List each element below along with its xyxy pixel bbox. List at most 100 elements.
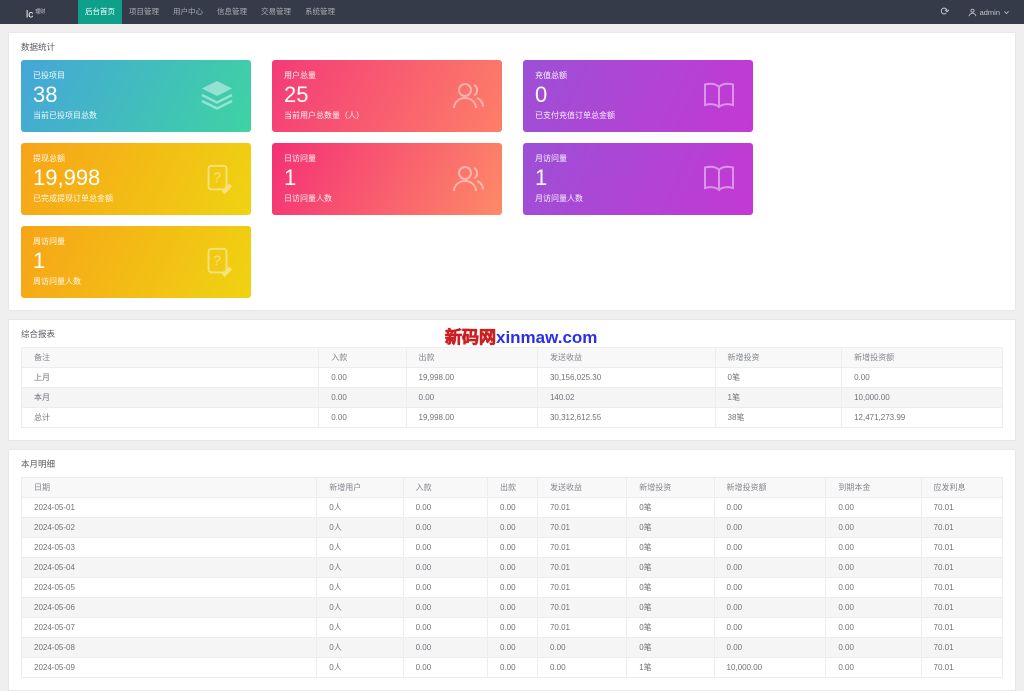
table-cell: 0人 xyxy=(316,557,404,578)
table-cell: 0.00 xyxy=(713,557,827,578)
table-cell: 0人 xyxy=(316,637,404,658)
table-cell: 1笔 xyxy=(626,657,715,678)
table-cell: 70.01 xyxy=(920,617,1004,638)
user-icon xyxy=(968,8,977,17)
table-cell: 0笔 xyxy=(626,597,715,618)
layers-icon xyxy=(199,78,235,114)
stat-card: 提现总额 19,998 已完成提现订单总金额? xyxy=(21,143,251,215)
card-subtitle: 当前用户总数量（人） xyxy=(284,111,364,120)
app-logo-sup: 理财 xyxy=(35,9,46,15)
column-header: 发送收益 xyxy=(536,347,716,368)
watermark-cn: 新码网 xyxy=(445,328,497,348)
table-cell: 0.00 xyxy=(713,637,827,658)
card-title: 月访问量 xyxy=(535,154,567,163)
table-cell: 12,471,273.99 xyxy=(841,407,1003,428)
table-cell: 0笔 xyxy=(626,637,715,658)
username-label: admin xyxy=(979,7,1000,17)
nav-item[interactable]: 用户中心 xyxy=(173,7,203,16)
card-title: 日访问量 xyxy=(284,154,316,163)
table-cell: 0人 xyxy=(316,497,404,518)
nav-item[interactable]: 信息管理 xyxy=(217,7,247,16)
table-cell: 0人 xyxy=(316,657,404,678)
refresh-icon[interactable]: ⟳ xyxy=(940,5,950,18)
table-row: 2024-05-05 0人 0.00 0.00 70.01 0笔 0.00 0.00 70.01 xyxy=(20,577,1004,598)
table-row: 2024-05-06 0人 0.00 0.00 70.01 0笔 0.00 0.00 70.01 xyxy=(20,597,1004,618)
stat-card: 用户总量 25 当前用户总数量（人） xyxy=(272,60,502,132)
nav-item[interactable]: 后台首页 xyxy=(78,0,122,24)
stats-panel: 数据统计 已投项目 38 当前已投项目总数 用户总量 25 当前用户总数量（人） 充值总额 0… xyxy=(8,32,1016,311)
table-cell: 0.00 xyxy=(713,517,827,538)
table-cell: 0.00 xyxy=(402,657,488,678)
stat-card: 充值总额 0 已支付充值订单总金额 xyxy=(523,60,753,132)
table-cell: 0.00 xyxy=(402,617,488,638)
table-cell: 2024-05-01 xyxy=(20,497,318,518)
stat-card: 月访问量 1 月访问量人数 xyxy=(523,143,753,215)
card-title: 已投项目 xyxy=(33,71,65,80)
table-cell: 0.00 xyxy=(713,497,827,518)
card-title: 提现总额 xyxy=(33,154,65,163)
table-row: 2024-05-07 0人 0.00 0.00 70.01 0笔 0.00 0.00 70.01 xyxy=(20,617,1004,638)
table-cell: 0笔 xyxy=(626,537,715,558)
table-cell: 0.00 xyxy=(318,407,407,428)
table-cell: 0.00 xyxy=(402,517,488,538)
doc-question-icon: ? xyxy=(201,245,235,279)
table-cell: 0.00 xyxy=(825,657,922,678)
table-cell: 0.00 xyxy=(402,577,488,598)
table-cell: 0.00 xyxy=(825,577,922,598)
watermark-en: xinmaw.com xyxy=(496,328,598,347)
table-cell: 2024-05-05 xyxy=(20,577,318,598)
table-cell: 0.00 xyxy=(402,497,488,518)
table-cell: 19,998.00 xyxy=(405,367,538,388)
table-cell: 1笔 xyxy=(714,387,843,408)
card-subtitle: 当前已投项目总数 xyxy=(33,111,97,120)
table-cell: 70.01 xyxy=(920,497,1004,518)
card-value: 1 xyxy=(284,165,297,190)
table-cell: 0.00 xyxy=(825,497,922,518)
table-cell: 70.01 xyxy=(920,637,1004,658)
table-cell: 0.00 xyxy=(825,517,922,538)
user-menu[interactable]: admin xyxy=(968,8,1010,17)
table-row: 2024-05-01 0人 0.00 0.00 70.01 0笔 0.00 0.00 70.01 xyxy=(20,497,1004,518)
table-cell: 0.00 xyxy=(536,637,628,658)
table-cell: 19,998.00 xyxy=(405,407,538,428)
nav-item[interactable]: 交易管理 xyxy=(261,7,291,16)
table-cell: 0.00 xyxy=(402,597,488,618)
table-cell: 0.00 xyxy=(825,597,922,618)
table-cell: 0.00 xyxy=(825,617,922,638)
column-header: 新增投资 xyxy=(714,347,843,368)
card-title: 充值总额 xyxy=(535,71,567,80)
table-cell: 0笔 xyxy=(626,617,715,638)
nav-item[interactable]: 系统管理 xyxy=(305,7,335,16)
table-cell: 70.01 xyxy=(536,577,628,598)
table-row: 2024-05-03 0人 0.00 0.00 70.01 0笔 0.00 0.00 70.01 xyxy=(20,537,1004,558)
table-cell: 2024-05-09 xyxy=(20,657,318,678)
table-cell: 0笔 xyxy=(626,557,715,578)
table-cell: 0笔 xyxy=(626,497,715,518)
table-cell: 70.01 xyxy=(920,537,1004,558)
nav-item[interactable]: 项目管理 xyxy=(129,7,159,16)
app-logo[interactable]: lc 理财 xyxy=(26,0,78,24)
column-header: 发送收益 xyxy=(536,477,628,498)
table-cell: 0.00 xyxy=(825,557,922,578)
summary-table: 备注 入款 出款 发送收益 新增投资 新增投资额 上月 0.00 19,998.00 30,156… xyxy=(20,347,1003,428)
table-cell: 30,312,612.55 xyxy=(536,407,716,428)
detail-panel: 本月明细 日期 新增用户 入款 出款 发送收益 新增投资 新增投资额 到期本金 应发利息 2024… xyxy=(8,449,1016,691)
table-cell: 0人 xyxy=(316,537,404,558)
table-row: 2024-05-04 0人 0.00 0.00 70.01 0笔 0.00 0.00 70.01 xyxy=(20,557,1004,578)
table-cell: 0.00 xyxy=(486,497,538,518)
column-header: 新增用户 xyxy=(316,477,404,498)
table-cell: 0.00 xyxy=(486,577,538,598)
stat-cards: 已投项目 38 当前已投项目总数 用户总量 25 当前用户总数量（人） 充值总额 0 已支付充值… xyxy=(21,60,1003,298)
column-header: 新增投资 xyxy=(626,477,715,498)
table-cell: 0人 xyxy=(316,617,404,638)
table-cell: 2024-05-02 xyxy=(20,517,318,538)
table-cell: 0.00 xyxy=(486,657,538,678)
table-cell: 0.00 xyxy=(402,557,488,578)
table-cell: 2024-05-06 xyxy=(20,597,318,618)
table-cell: 30,156,025.30 xyxy=(536,367,716,388)
column-header: 应发利息 xyxy=(920,477,1004,498)
table-row: 2024-05-09 0人 0.00 0.00 0.00 1笔 10,000.00 0.00 7… xyxy=(20,657,1004,678)
svg-text:?: ? xyxy=(213,170,221,186)
table-cell: 0.00 xyxy=(486,517,538,538)
table-cell: 140.02 xyxy=(536,387,716,408)
